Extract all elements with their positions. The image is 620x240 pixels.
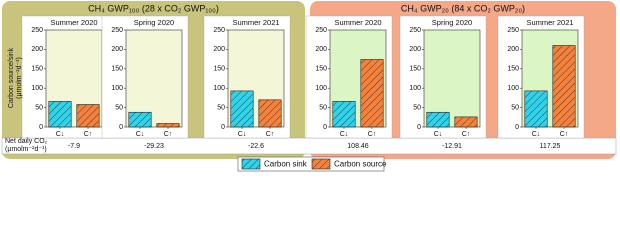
- x-tick-label: C↓: [434, 131, 443, 138]
- net-value: -29.23: [144, 143, 164, 150]
- y-tick-label: 200: [507, 46, 519, 53]
- x-tick-label: C↑: [84, 131, 93, 138]
- y-tick-label: 50: [115, 104, 123, 111]
- bar: [552, 45, 576, 128]
- y-tick-label: 250: [507, 27, 519, 34]
- legend: [237, 156, 385, 172]
- y-tick-label: 150: [507, 66, 519, 73]
- bar: [156, 123, 180, 128]
- bar: [332, 101, 356, 128]
- bar: [128, 111, 152, 128]
- bar: [76, 104, 100, 128]
- y-tick-label: 0: [417, 124, 421, 131]
- bar: [360, 59, 384, 128]
- y-tick-label: 50: [511, 104, 519, 111]
- x-tick-label: C↓: [340, 131, 349, 138]
- y-tick-label: 200: [213, 46, 225, 53]
- y-tick-label: 200: [111, 46, 123, 53]
- net-value: -7.9: [68, 143, 80, 150]
- y-tick-label: 250: [31, 27, 43, 34]
- y-tick-label: 200: [409, 46, 421, 53]
- panel-title: Spring 2020: [134, 18, 174, 27]
- y-tick-label: 150: [111, 66, 123, 73]
- x-tick-label: C↓: [238, 131, 247, 138]
- net-value: -12.91: [442, 143, 462, 150]
- y-tick-label: 100: [111, 85, 123, 92]
- y-tick-label: 50: [35, 104, 43, 111]
- chart: CH₄ GWP₁₀₀ (28 x CO₂ GWP₁₀₀) CH₄ GWP₂₀ (8…: [1, 1, 617, 172]
- y-axis-label: (μmolm⁻²d⁻¹): [16, 57, 23, 99]
- plot-area: [125, 29, 183, 128]
- y-tick-label: 0: [323, 124, 327, 131]
- net-value: 117.25: [540, 143, 561, 150]
- y-tick-label: 150: [315, 66, 327, 73]
- net-value: 108.46: [347, 143, 369, 150]
- y-tick-label: 100: [31, 85, 43, 92]
- y-tick-label: 50: [413, 104, 421, 111]
- group-title: CH₄ GWP₂₀ (84 x CO₂ GWP₂₀): [401, 3, 525, 13]
- panel-title: Spring 2020: [432, 18, 472, 27]
- y-tick-label: 100: [507, 85, 519, 92]
- x-tick-label: C↑: [164, 131, 173, 138]
- y-axis-label: Carbon source/sink: [8, 47, 15, 108]
- y-tick-label: 150: [409, 66, 421, 73]
- y-tick-label: 100: [213, 85, 225, 92]
- y-tick-label: 200: [31, 46, 43, 53]
- x-tick-label: C↑: [368, 131, 377, 138]
- legend-swatch: [311, 158, 331, 170]
- y-tick-label: 250: [409, 27, 421, 34]
- bar: [230, 90, 254, 128]
- x-tick-label: C↓: [532, 131, 541, 138]
- plot-area: [423, 29, 481, 128]
- y-tick-label: 150: [213, 66, 225, 73]
- legend-label: Carbon source: [334, 160, 387, 169]
- y-tick-label: 200: [315, 46, 327, 53]
- y-tick-label: 0: [515, 124, 519, 131]
- legend-label: Carbon sink: [264, 160, 308, 169]
- y-tick-label: 50: [217, 104, 225, 111]
- net-row: [1, 137, 617, 155]
- x-tick-label: C↑: [462, 131, 471, 138]
- panel-title: Summer 2020: [50, 18, 97, 27]
- y-tick-label: 100: [409, 85, 421, 92]
- y-tick-label: 150: [31, 66, 43, 73]
- x-tick-label: C↓: [136, 131, 145, 138]
- net-label: Net daily CO₂: [5, 138, 48, 145]
- bar: [426, 111, 450, 128]
- y-tick-label: 100: [315, 85, 327, 92]
- bar: [48, 101, 72, 128]
- bar: [258, 99, 282, 128]
- x-tick-label: C↑: [266, 131, 275, 138]
- y-tick-label: 0: [39, 124, 43, 131]
- group-title: CH₄ GWP₁₀₀ (28 x CO₂ GWP₁₀₀): [88, 3, 219, 13]
- panel-title: Summer 2021: [526, 18, 573, 27]
- x-tick-label: C↑: [560, 131, 569, 138]
- net-label: (μmolm⁻²d⁻¹): [5, 146, 47, 153]
- y-tick-label: 250: [111, 27, 123, 34]
- y-tick-label: 0: [119, 124, 123, 131]
- legend-swatch: [241, 158, 261, 170]
- bar: [524, 90, 548, 128]
- y-tick-label: 50: [319, 104, 327, 111]
- bar: [454, 116, 478, 128]
- panel-title: Summer 2020: [334, 18, 381, 27]
- x-tick-label: C↓: [56, 131, 65, 138]
- net-value: -22.6: [248, 143, 264, 150]
- panel-title: Summer 2021: [232, 18, 279, 27]
- y-tick-label: 0: [221, 124, 225, 131]
- y-tick-label: 250: [315, 27, 327, 34]
- y-tick-label: 250: [213, 27, 225, 34]
